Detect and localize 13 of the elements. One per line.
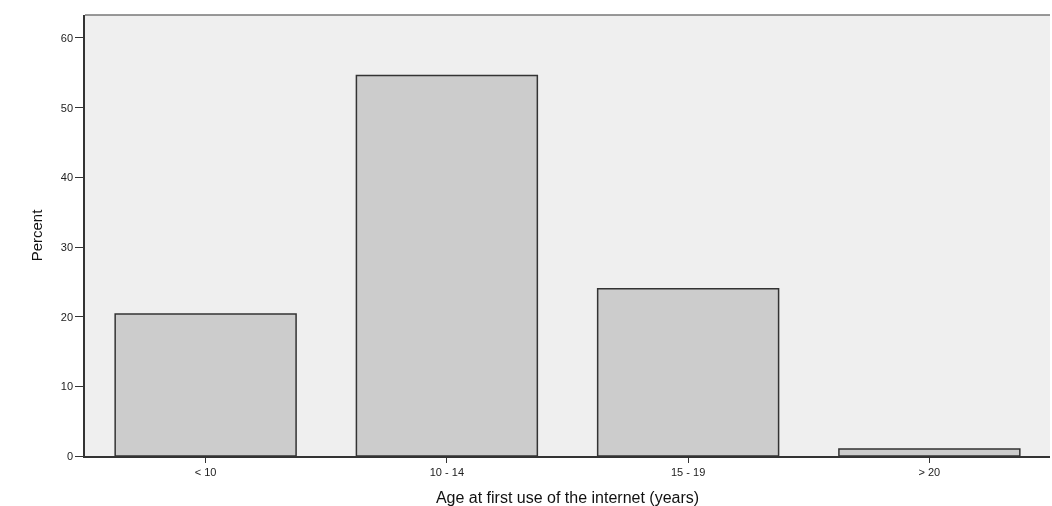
y-tick-label: 60 bbox=[60, 31, 74, 44]
y-tick-label: 10 bbox=[60, 380, 74, 393]
y-tick-label: 20 bbox=[60, 310, 74, 323]
y-tick-label: 0 bbox=[66, 449, 74, 462]
y-tick-label: 30 bbox=[60, 240, 74, 253]
y-axis-title: Percent bbox=[27, 208, 45, 262]
x-tick-label: 15 - 19 bbox=[671, 465, 706, 478]
y-tick-label: 40 bbox=[60, 171, 74, 184]
x-tick-label: < 10 bbox=[194, 465, 217, 478]
x-tick-label: 10 - 14 bbox=[429, 465, 465, 478]
y-tick-label: 50 bbox=[60, 101, 74, 114]
x-axis-title: Age at first use of the internet (years) bbox=[435, 489, 700, 506]
x-tick-label: > 20 bbox=[918, 465, 941, 478]
